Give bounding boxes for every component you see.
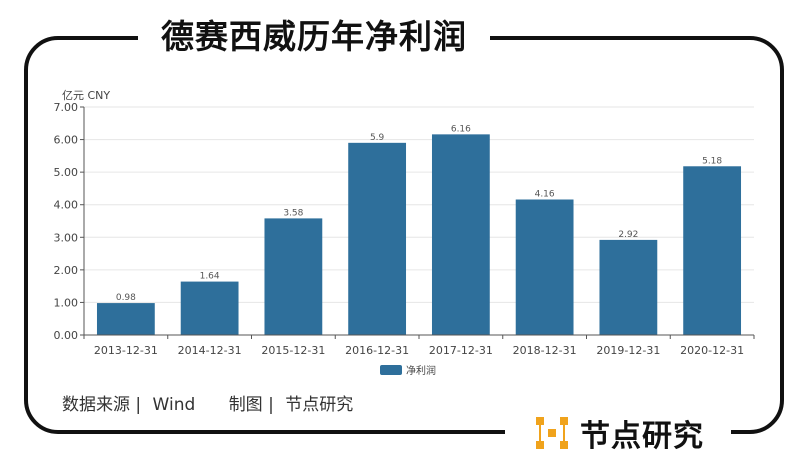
brand-logo: 节点研究: [505, 408, 731, 458]
bar[interactable]: [180, 281, 239, 335]
bars: [96, 134, 742, 335]
y-tick-label: 2.00: [54, 264, 79, 277]
x-tick-label: 2020-12-31: [680, 344, 744, 357]
bar-value-label: 3.58: [283, 208, 303, 218]
y-axis-unit-label: 亿元 CNY: [62, 89, 110, 102]
bar-value-label: 6.16: [451, 124, 471, 134]
y-axis-ticks: 0.00 1.00 2.00 3.00 4.00 5.00 6.00 7.00: [54, 101, 84, 342]
legend[interactable]: 净利润: [380, 364, 436, 377]
bar[interactable]: [96, 303, 155, 335]
y-tick-label: 6.00: [54, 134, 79, 147]
x-tick-label: 2013-12-31: [94, 344, 158, 357]
bar[interactable]: [683, 166, 742, 335]
source-note: 数据来源 | Wind 制图 | 节点研究: [62, 390, 359, 415]
brand-name: 节点研究: [580, 419, 704, 454]
title-box: 德赛西威历年净利润: [138, 6, 490, 62]
grid-lines: [84, 106, 754, 303]
y-tick-label: 5.00: [54, 166, 79, 179]
legend-swatch: [380, 365, 402, 375]
bar[interactable]: [348, 142, 407, 335]
x-axis-ticks: 2013-12-31 2014-12-31 2015-12-31 2016-12-31…: [83, 335, 755, 357]
x-tick-label: 2014-12-31: [178, 344, 242, 357]
x-tick-label: 2017-12-31: [429, 344, 493, 357]
bar[interactable]: [599, 239, 658, 335]
bar-value-label: 0.98: [116, 293, 136, 303]
made-value: 节点研究: [285, 395, 354, 415]
made-label: 制图 |: [228, 395, 274, 415]
bar-value-label: 1.64: [200, 272, 220, 282]
x-tick-label: 2019-12-31: [596, 344, 660, 357]
y-tick-label: 7.00: [54, 101, 79, 114]
bar[interactable]: [515, 199, 574, 335]
y-tick-label: 3.00: [54, 231, 79, 244]
bar-value-label: 5.9: [370, 133, 385, 143]
x-tick-label: 2015-12-31: [261, 344, 325, 357]
brand-logo-icon: [536, 417, 568, 449]
bar-value-label: 5.18: [702, 156, 722, 166]
y-tick-label: 4.00: [54, 199, 79, 212]
bar[interactable]: [431, 134, 490, 335]
x-tick-label: 2016-12-31: [345, 344, 409, 357]
bar-value-label: 2.92: [618, 230, 638, 240]
value-labels: 0.98 1.64 3.58 5.9 6.16 4.16 2.92 5.18: [116, 124, 723, 303]
bar-value-label: 4.16: [535, 190, 555, 200]
y-tick-label: 1.00: [54, 296, 79, 309]
source-value: Wind: [152, 395, 196, 415]
chart-title: 德赛西威历年净利润: [161, 17, 467, 56]
source-label: 数据来源 |: [62, 395, 142, 415]
legend-label: 净利润: [406, 364, 436, 377]
y-tick-label: 0.00: [54, 329, 79, 342]
bar[interactable]: [264, 218, 323, 335]
x-tick-label: 2018-12-31: [513, 344, 577, 357]
